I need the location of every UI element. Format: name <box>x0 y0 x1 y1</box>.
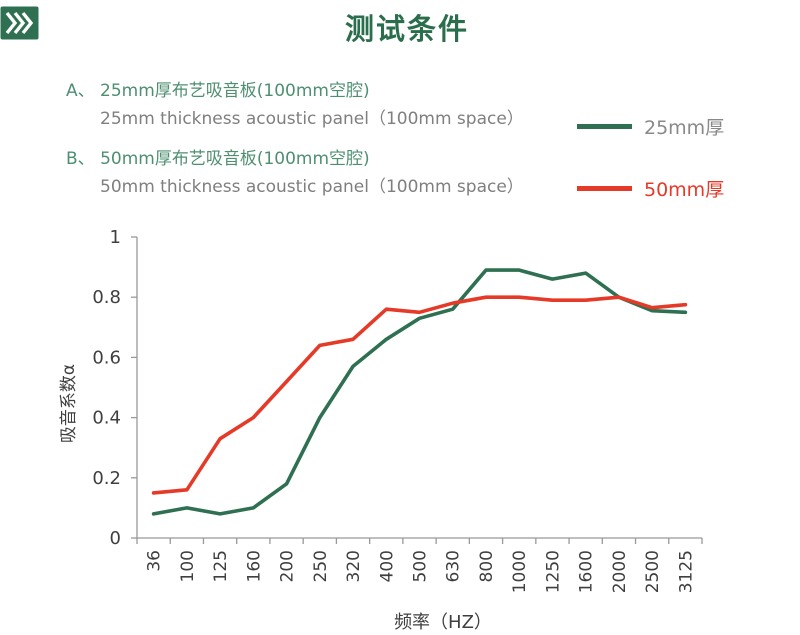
x-category-label: 200 <box>278 550 298 582</box>
legend-swatch-25mm <box>577 124 632 129</box>
x-category-label: 800 <box>477 550 497 582</box>
x-category-label: 1600 <box>577 550 597 593</box>
x-category-label: 125 <box>211 550 231 582</box>
page-header: 测试条件 <box>0 6 800 46</box>
condition-b: B、 50mm厚布艺吸音板(100mm空腔) 50mm thickness ac… <box>66 144 524 197</box>
x-category-label: 1250 <box>543 550 563 593</box>
y-tick-label: 0 <box>110 528 121 549</box>
page-title: 测试条件 <box>344 12 469 46</box>
legend-item-50mm: 50mm厚 <box>577 175 724 202</box>
x-category-label: 2500 <box>643 550 663 593</box>
legend-label-25mm: 25mm厚 <box>644 117 725 139</box>
series-line-25mm厚 <box>151 268 688 516</box>
x-category-label: 2000 <box>610 550 630 593</box>
x-category-label: 1000 <box>510 550 530 593</box>
y-tick-label: 0.2 <box>92 468 121 489</box>
x-category-label: 3125 <box>676 550 696 593</box>
x-category-label: 100 <box>178 550 198 582</box>
y-axis-title: 吸音系数α <box>59 364 79 443</box>
legend-label-50mm: 50mm厚 <box>644 179 725 201</box>
x-category-label: 36 <box>145 550 165 572</box>
x-category-label: 630 <box>444 550 464 582</box>
condition-a-english: 25mm thickness acoustic panel（100mm spac… <box>100 109 524 129</box>
x-category-label: 160 <box>244 550 264 582</box>
legend-item-25mm: 25mm厚 <box>577 113 724 140</box>
condition-b-english: 50mm thickness acoustic panel（100mm spac… <box>100 177 524 197</box>
x-category-label: 400 <box>377 550 397 582</box>
condition-a-chinese: A、 25mm厚布艺吸音板(100mm空腔) <box>66 81 370 101</box>
condition-a: A、 25mm厚布艺吸音板(100mm空腔) 25mm thickness ac… <box>66 76 524 129</box>
x-category-label: 250 <box>311 550 331 582</box>
series-line-50mm厚 <box>151 295 688 495</box>
y-tick-label: 0.6 <box>92 347 121 368</box>
y-tick-label: 0.8 <box>92 287 121 308</box>
y-tick-label: 0.4 <box>92 408 121 429</box>
condition-b-chinese: B、 50mm厚布艺吸音板(100mm空腔) <box>66 149 370 169</box>
y-tick-label: 1 <box>110 227 121 248</box>
legend-swatch-50mm <box>577 186 632 191</box>
x-category-label: 320 <box>344 550 364 582</box>
x-category-label: 500 <box>411 550 431 582</box>
x-axis-title: 频率（HZ） <box>394 612 492 633</box>
